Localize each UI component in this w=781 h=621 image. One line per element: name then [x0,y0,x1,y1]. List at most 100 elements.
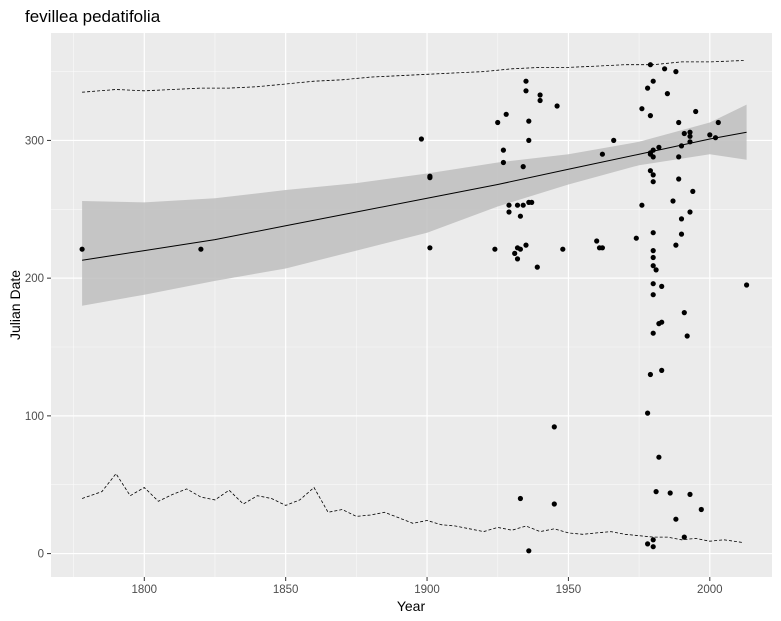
data-point [512,250,518,256]
data-point [678,143,685,149]
data-point [645,410,651,416]
data-point [687,209,693,215]
data-point [427,245,433,251]
x-tick-label: 1900 [414,584,440,596]
trend-line-layer [82,131,747,261]
data-point [650,172,656,178]
data-point [647,371,654,378]
data-point [673,516,679,522]
x-tick-label: 1950 [556,584,582,596]
data-point [678,231,685,237]
points-layer [79,62,750,554]
data-point [647,113,654,119]
data-point [418,136,424,142]
data-point [537,97,543,104]
data-point [650,154,656,160]
data-point [506,202,512,208]
data-point [599,151,606,157]
data-point [551,424,557,430]
data-point [693,108,699,115]
data-point [523,88,529,94]
data-point [650,147,656,153]
data-point [684,333,690,339]
data-point [676,176,682,182]
data-point [744,282,750,288]
data-point [523,242,529,248]
data-point [687,133,693,139]
data-point [681,534,687,540]
data-point [517,495,524,502]
data-point [650,230,656,236]
confidence-band [82,104,747,306]
data-point [198,246,204,252]
data-point [653,489,659,495]
x-tick-label: 1850 [273,584,299,596]
dashed-bound-layer [81,60,744,543]
data-point [650,263,656,269]
data-point [653,267,659,273]
x-axis-title: Year [397,598,426,614]
data-point [664,91,671,97]
data-point [526,118,532,124]
data-point [514,256,521,262]
data-point [514,202,521,208]
data-point [662,66,668,72]
y-axis-title: Julian Date [7,270,23,340]
data-point [650,254,656,261]
data-point [687,129,693,135]
x-tick-label: 1800 [132,584,158,596]
dashed-lower-line [81,473,744,543]
data-point [687,491,693,497]
data-point [676,154,682,160]
data-point [523,78,529,84]
data-point [554,103,560,109]
data-point [529,199,535,205]
data-point [656,144,662,150]
data-point [659,319,665,325]
y-tick-label: 0 [38,549,44,561]
data-point [645,541,651,547]
data-point [650,537,656,543]
plot-panel [51,33,772,577]
trend-line [82,131,747,261]
data-point [647,62,654,68]
y-tick-label: 100 [25,411,44,423]
data-point [537,92,543,98]
dashed-upper-line [82,60,744,93]
data-point [79,246,85,252]
data-point [520,202,526,208]
data-point [517,246,524,252]
data-point [656,454,662,460]
data-point [659,367,665,373]
data-point [678,216,685,222]
data-point [599,245,606,251]
data-point [707,132,713,138]
data-point [676,119,682,126]
y-tick-label: 300 [25,135,44,147]
data-point [650,292,656,298]
x-tick-label: 2000 [697,584,723,596]
data-point [650,544,656,550]
chart-title: fevillea pedatifolia [25,7,161,26]
data-point [645,85,651,91]
data-point [690,188,696,194]
major-gridlines [51,33,772,577]
data-point [681,310,687,316]
data-point [698,506,704,513]
data-point [650,248,656,254]
data-point [681,130,687,137]
data-point [639,106,645,112]
data-point [650,281,656,287]
data-point [517,213,524,219]
data-point [673,69,679,75]
data-point [611,137,617,143]
data-point [650,179,656,185]
data-point [492,246,498,252]
data-point [534,264,540,270]
data-point [673,242,679,248]
data-point [560,246,566,252]
data-point [427,175,433,181]
data-point [506,209,512,215]
data-point [495,119,501,126]
